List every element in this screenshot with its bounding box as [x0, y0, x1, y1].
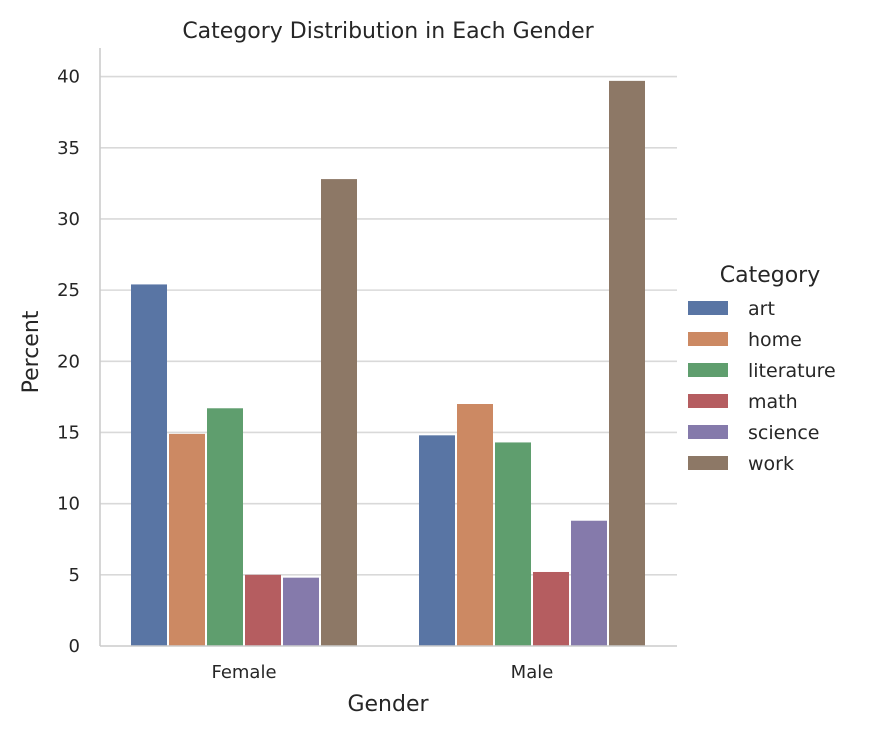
- legend-label-math: math: [748, 391, 798, 413]
- x-tick-label: Female: [211, 662, 276, 683]
- y-tick-labels: 0 5 10 15 20 25 30 35 40: [57, 67, 80, 657]
- y-tick-label: 35: [57, 138, 80, 159]
- legend-swatch-home: [688, 332, 728, 346]
- y-tick-label: 0: [69, 636, 80, 657]
- axes: [99, 48, 677, 647]
- legend: Category art home literature math science wor…: [688, 263, 836, 475]
- y-tick-label: 30: [57, 209, 80, 230]
- bar-math-female: [245, 574, 281, 646]
- legend-label-science: science: [748, 422, 820, 444]
- bar-home-female: [169, 433, 205, 646]
- legend-swatch-art: [688, 301, 728, 315]
- legend-label-work: work: [748, 453, 794, 475]
- bar-art-female: [131, 284, 167, 646]
- bar-work-female: [321, 179, 357, 647]
- bar-work-male: [609, 80, 645, 647]
- bar-art-male: [419, 435, 455, 646]
- legend-label-art: art: [748, 298, 775, 320]
- y-tick-label: 15: [57, 422, 80, 443]
- bar-science-female: [283, 577, 319, 646]
- x-tick-labels: Female Male: [211, 662, 553, 683]
- bar-math-male: [533, 571, 569, 646]
- legend-swatch-literature: [688, 363, 728, 377]
- y-tick-label: 10: [57, 494, 80, 515]
- bars: [131, 80, 645, 647]
- legend-items: art home literature math science work: [688, 298, 836, 475]
- legend-swatch-work: [688, 456, 728, 470]
- legend-label-literature: literature: [748, 360, 836, 382]
- chart-title: Category Distribution in Each Gender: [182, 19, 594, 44]
- y-tick-label: 5: [69, 565, 80, 586]
- y-tick-label: 40: [57, 67, 80, 88]
- bar-home-male: [457, 404, 493, 646]
- x-tick-label: Male: [511, 662, 554, 683]
- legend-label-home: home: [748, 329, 802, 351]
- bar-literature-female: [207, 408, 243, 646]
- x-axis-title: Gender: [347, 692, 429, 717]
- legend-title: Category: [720, 263, 821, 288]
- y-tick-label: 20: [57, 351, 80, 372]
- bar-literature-male: [495, 442, 531, 646]
- legend-swatch-science: [688, 425, 728, 439]
- bar-science-male: [571, 520, 607, 646]
- y-tick-label: 25: [57, 280, 80, 301]
- legend-swatch-math: [688, 394, 728, 408]
- y-axis-title: Percent: [19, 310, 44, 393]
